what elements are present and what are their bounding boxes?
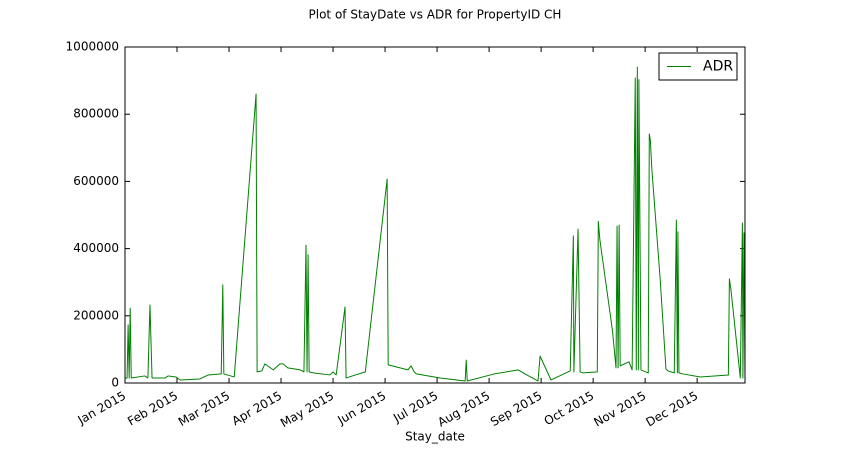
legend-label: ADR <box>703 59 733 75</box>
y-tick-label: 1000000 <box>66 40 119 54</box>
plot-frame <box>124 46 746 384</box>
chart-title: Plot of StayDate vs ADR for PropertyID C… <box>309 8 562 22</box>
y-tick-label: 200000 <box>73 308 119 322</box>
y-tick-label: 800000 <box>73 107 119 121</box>
y-tick-label: 0 <box>111 376 119 390</box>
y-tick-label: 600000 <box>73 174 119 188</box>
x-axis-label: Stay_date <box>405 430 465 444</box>
y-tick-label: 400000 <box>73 241 119 255</box>
series-line <box>125 66 746 382</box>
